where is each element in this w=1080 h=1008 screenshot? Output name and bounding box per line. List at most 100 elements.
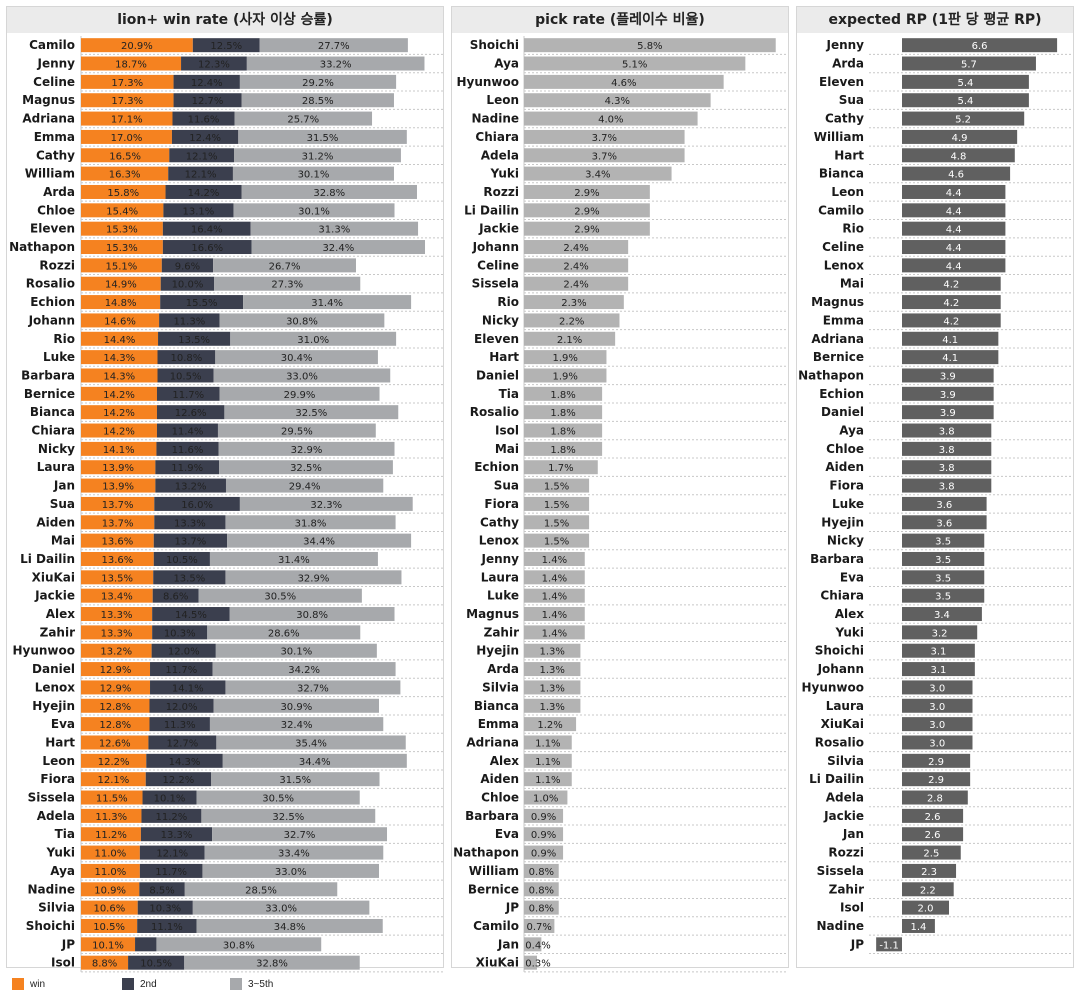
win-value-3to5: 33.2%: [320, 60, 352, 71]
rp-bar: [902, 643, 975, 658]
pick-value: 1.5%: [544, 482, 569, 493]
pick-row-label: Aya: [494, 57, 519, 71]
pick-row-label: Bernice: [468, 882, 519, 896]
win-bar-win: [81, 386, 157, 401]
win-value-win: 13.5%: [101, 573, 133, 584]
win-bar-3to5: [218, 441, 395, 456]
rp-row-label: Silvia: [827, 754, 864, 768]
win-bar-win: [81, 607, 153, 622]
rp-row-label: Jenny: [825, 38, 864, 52]
pick-bar: [524, 240, 629, 255]
pick-value: 1.8%: [550, 445, 575, 456]
win-bar-3to5: [213, 698, 379, 713]
rp-bar: [902, 350, 999, 365]
win-bar-2nd: [154, 515, 226, 530]
pick-rate-title: pick rate (플레이수 비율): [452, 7, 788, 33]
rp-row-label: Jackie: [823, 809, 864, 823]
pick-row-label: Leon: [486, 93, 519, 107]
pick-row-label: Rozzi: [483, 185, 519, 199]
pick-row-label: Luke: [487, 589, 519, 603]
win-value-2nd: 12.7%: [192, 96, 224, 107]
legend-item-2nd: 2nd: [122, 978, 157, 990]
pick-value: 4.6%: [611, 78, 636, 89]
win-bar-3to5: [225, 478, 384, 493]
win-value-3to5: 27.3%: [271, 280, 303, 291]
win-value-3to5: 30.1%: [280, 647, 312, 658]
pick-row-label: Yuki: [490, 167, 519, 181]
win-bar-2nd: [155, 478, 226, 493]
win-value-win: 12.8%: [99, 702, 131, 713]
win-value-3to5: 28.6%: [268, 628, 300, 639]
rp-value: 3.1: [930, 647, 946, 658]
pick-value: 2.9%: [574, 225, 599, 236]
rp-bar: [902, 845, 961, 860]
win-bar-2nd: [139, 845, 205, 860]
win-bar-2nd: [161, 258, 214, 273]
win-bar-3to5: [246, 56, 425, 71]
rp-row-label: Emma: [823, 313, 864, 327]
win-bar-2nd: [151, 643, 216, 658]
win-value-3to5: 31.5%: [307, 133, 339, 144]
pick-row-label: Sissela: [472, 277, 519, 291]
rp-bar: [902, 56, 1036, 71]
win-value-2nd: 8.6%: [163, 592, 188, 603]
win-row-label: XiuKai: [32, 570, 75, 584]
rp-value: 2.5: [923, 849, 939, 860]
win-value-2nd: 14.3%: [169, 757, 201, 768]
win-bar-3to5: [184, 955, 360, 970]
rp-value: 5.4: [957, 78, 973, 89]
pick-value: 3.7%: [592, 151, 617, 162]
win-bar-2nd: [152, 625, 208, 640]
win-bar-2nd: [169, 148, 235, 163]
rp-row-label: Luke: [832, 497, 864, 511]
win-bar-3to5: [201, 808, 376, 823]
win-bar-2nd: [142, 790, 197, 805]
win-bar-3to5: [239, 496, 413, 511]
pick-row-label: Isol: [495, 424, 519, 438]
win-bar-win: [81, 423, 157, 438]
rp-row-label: William: [814, 130, 864, 144]
win-bar-2nd: [139, 882, 185, 897]
rp-value: 2.6: [925, 830, 941, 841]
expected-rp-title: expected RP (1판 당 평균 RP): [797, 7, 1073, 33]
pick-bar: [524, 74, 724, 89]
win-bar-win: [81, 863, 140, 878]
rp-row-label: Isol: [840, 901, 864, 915]
win-row-label: Hyejin: [32, 699, 75, 713]
legend-swatch-2nd: [122, 978, 134, 990]
rp-value: 4.1: [942, 335, 958, 346]
win-bar-win: [81, 350, 158, 365]
pick-row-label: Aiden: [480, 772, 519, 786]
win-bar-win: [81, 331, 159, 346]
pick-bar: [524, 882, 559, 897]
rp-value: 2.2: [920, 885, 936, 896]
win-row-label: Alex: [46, 607, 76, 621]
win-row-label: Sua: [50, 497, 75, 511]
win-row-label: Aiden: [36, 515, 75, 529]
win-bar-win: [81, 148, 170, 163]
pick-bar: [524, 790, 568, 805]
pick-value: 4.3%: [605, 96, 630, 107]
win-row-label: Leon: [42, 754, 75, 768]
pick-row-label: Celine: [477, 258, 519, 272]
win-value-win: 15.4%: [106, 206, 138, 217]
pick-row-label: Sua: [494, 479, 519, 493]
pick-bar: [524, 698, 581, 713]
win-bar-win: [81, 478, 156, 493]
win-value-2nd: 10.1%: [154, 794, 186, 805]
win-value-2nd: 10.8%: [171, 353, 203, 364]
win-value-win: 11.3%: [95, 812, 127, 823]
rp-bar: [902, 735, 973, 750]
win-value-win: 16.5%: [109, 151, 141, 162]
pick-value: 1.5%: [544, 518, 569, 529]
rp-bar: [902, 441, 992, 456]
win-bar-win: [81, 662, 151, 677]
win-value-3to5: 27.7%: [318, 41, 350, 52]
rp-row-label: Camilo: [818, 203, 864, 217]
win-bar-win: [81, 496, 155, 511]
rp-value: 2.0: [918, 904, 934, 915]
rp-value: 3.5: [935, 573, 951, 584]
rp-row-label: Yuki: [835, 625, 864, 639]
win-bar-win: [81, 900, 138, 915]
win-bar-2nd: [149, 698, 214, 713]
